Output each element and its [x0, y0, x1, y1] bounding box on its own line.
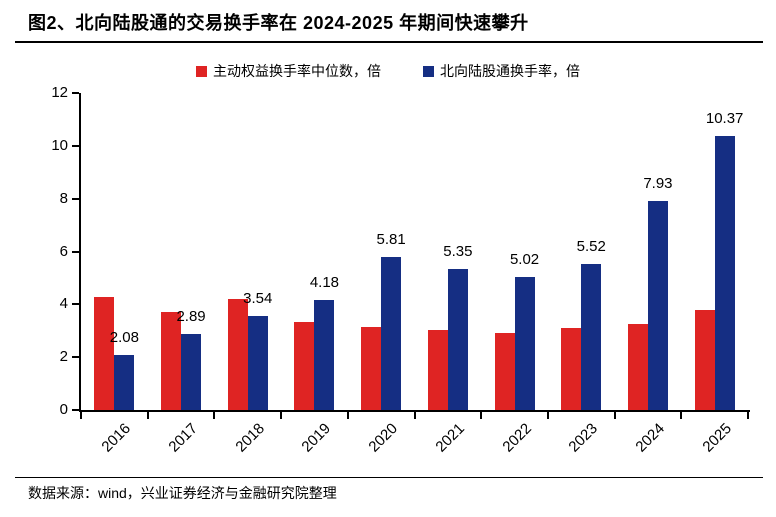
figure-title: 图2、北向陆股通的交易换手率在 2024-2025 年期间快速攀升 [28, 13, 529, 33]
x-axis-label-2021: 2021 [432, 420, 468, 456]
y-axis-tick-label: 12 [51, 84, 68, 101]
bar-value-label-2017: 2.89 [176, 307, 206, 325]
bar-blue-2021 [447, 268, 468, 410]
legend-label-northbound: 北向陆股通换手率，倍 [440, 63, 580, 79]
bar-red-2025 [694, 310, 715, 410]
bar-value-label-2019: 4.18 [309, 273, 340, 291]
bar-red-2024 [627, 324, 648, 410]
legend-item-active-equity: 主动权益换手率中位数，倍 [196, 61, 381, 81]
legend-swatch-blue [423, 65, 434, 77]
bar-blue-2019 [314, 299, 335, 410]
x-axis-tick [80, 412, 82, 419]
bar-value-label-2016: 2.08 [109, 329, 139, 347]
y-axis-tick [72, 92, 79, 94]
x-axis-label-2018: 2018 [232, 420, 268, 456]
bar-red-2018 [227, 298, 248, 410]
bar-red-2020 [361, 327, 382, 410]
bar-blue-2016 [114, 355, 135, 410]
x-axis-label-2024: 2024 [632, 420, 668, 456]
x-axis-tick [613, 412, 616, 419]
data-source-note: 数据来源：wind，兴业证券经济与金融研究院整理 [28, 485, 337, 501]
x-axis-label-2017: 2017 [165, 420, 202, 456]
bar-red-2021 [427, 330, 448, 410]
x-axis-tick [480, 412, 483, 419]
bar-value-label-2020: 5.81 [376, 230, 406, 248]
x-axis-tick [546, 412, 549, 419]
footer-divider [15, 477, 763, 478]
bar-blue-2023 [581, 264, 602, 410]
y-axis-tick-label: 10 [51, 136, 68, 154]
y-axis-tick [72, 197, 79, 200]
bar-blue-2020 [381, 256, 402, 410]
y-axis-line [79, 93, 81, 412]
x-axis-tick [413, 412, 416, 419]
bar-blue-2024 [647, 200, 668, 410]
x-axis-label-2023: 2023 [565, 420, 602, 456]
y-axis-tick [72, 409, 79, 411]
chart-legend: 主动权益换手率中位数，倍 北向陆股通换手率，倍 [0, 61, 776, 81]
bar-blue-2017 [181, 333, 202, 410]
bar-value-label-2018: 3.54 [243, 290, 273, 308]
x-axis-tick [680, 412, 683, 419]
legend-label-active-equity: 主动权益换手率中位数，倍 [213, 63, 381, 79]
bar-red-2017 [161, 311, 182, 410]
y-axis-tick-label: 6 [59, 242, 68, 260]
legend-item-northbound: 北向陆股通换手率，倍 [423, 61, 580, 81]
title-divider [15, 41, 763, 43]
bar-red-2023 [561, 327, 582, 410]
bar-blue-2025 [714, 136, 735, 410]
y-axis-tick-label: 2 [59, 348, 68, 366]
x-axis-label-2022: 2022 [498, 420, 535, 456]
bar-value-label-2025: 10.37 [705, 110, 744, 128]
y-axis-tick [72, 356, 79, 359]
x-axis-tick [747, 412, 749, 419]
bar-red-2022 [494, 333, 515, 410]
x-axis-line [79, 410, 750, 412]
bar-blue-2022 [514, 277, 535, 410]
bar-value-label-2024: 7.93 [643, 174, 673, 192]
y-axis-tick-label: 8 [59, 189, 68, 207]
x-axis-label-2016: 2016 [98, 420, 135, 456]
legend-swatch-red [196, 65, 207, 77]
y-axis-tick [72, 144, 79, 147]
y-axis-tick-label: 4 [59, 295, 68, 313]
x-axis-label-2020: 2020 [365, 420, 402, 456]
x-axis-label-2019: 2019 [298, 420, 335, 456]
x-axis-tick [146, 412, 149, 419]
bar-red-2016 [94, 296, 115, 410]
x-axis-tick [346, 412, 349, 419]
y-axis-tick-label: 0 [59, 401, 68, 418]
bar-red-2019 [294, 321, 315, 410]
bar-value-label-2022: 5.02 [509, 251, 540, 269]
bar-blue-2018 [247, 316, 268, 410]
x-axis-label-2025: 2025 [699, 420, 735, 456]
x-axis-tick [280, 412, 283, 419]
y-axis-tick [72, 303, 79, 306]
bar-value-label-2021: 5.35 [443, 242, 473, 260]
y-axis-tick [72, 250, 79, 253]
bar-value-label-2023: 5.52 [576, 238, 606, 256]
x-axis-tick [213, 412, 216, 419]
